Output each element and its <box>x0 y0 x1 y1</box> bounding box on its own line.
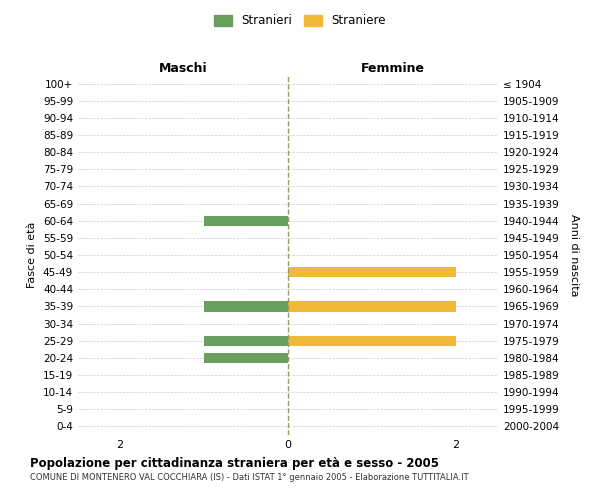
Bar <box>204 352 288 363</box>
Bar <box>204 302 288 312</box>
Bar <box>204 216 288 226</box>
Bar <box>288 267 456 278</box>
Y-axis label: Anni di nascita: Anni di nascita <box>569 214 579 296</box>
Text: COMUNE DI MONTENERO VAL COCCHIARA (IS) - Dati ISTAT 1° gennaio 2005 - Elaborazio: COMUNE DI MONTENERO VAL COCCHIARA (IS) -… <box>30 472 469 482</box>
Text: Maschi: Maschi <box>158 62 208 75</box>
Legend: Stranieri, Straniere: Stranieri, Straniere <box>211 11 389 31</box>
Bar <box>288 302 456 312</box>
Text: Popolazione per cittadinanza straniera per età e sesso - 2005: Popolazione per cittadinanza straniera p… <box>30 458 439 470</box>
Text: Femmine: Femmine <box>361 62 425 75</box>
Bar <box>204 336 288 346</box>
Bar <box>288 336 456 346</box>
Y-axis label: Fasce di età: Fasce di età <box>28 222 37 288</box>
